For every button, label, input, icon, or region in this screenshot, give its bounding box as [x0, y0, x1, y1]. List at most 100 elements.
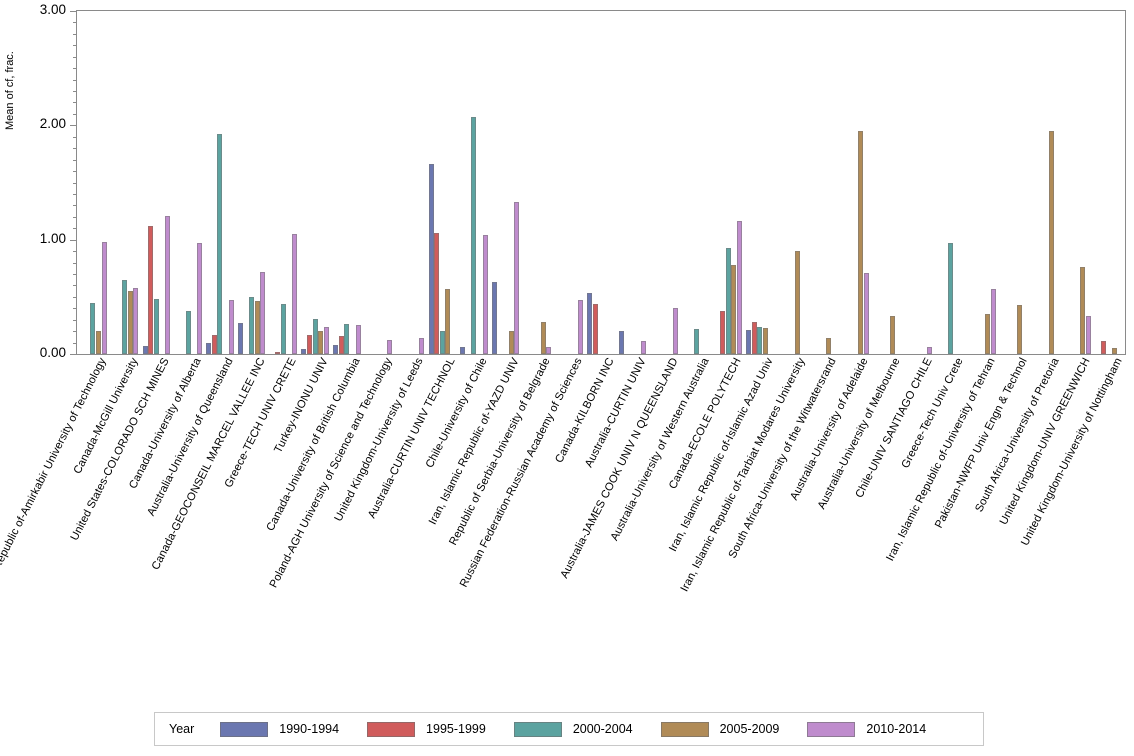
bar	[101, 241, 107, 354]
y-tick-label: 1.00	[39, 230, 66, 246]
y-tick-minor	[73, 296, 77, 298]
bar	[514, 201, 520, 354]
bar	[301, 349, 307, 354]
legend-label: 2000-2004	[572, 722, 633, 736]
legend-item[interactable]: 1995-1999	[367, 721, 486, 737]
bar	[387, 340, 393, 354]
bar	[434, 232, 440, 354]
y-tick-minor	[73, 308, 77, 310]
bar	[445, 288, 451, 354]
bar	[927, 347, 933, 354]
bar	[863, 272, 869, 354]
y-tick-minor	[73, 216, 77, 218]
legend-item[interactable]: 2000-2004	[513, 721, 633, 737]
bar	[127, 291, 133, 354]
y-tick-minor	[73, 193, 77, 195]
bar	[1080, 267, 1086, 354]
bar	[1086, 316, 1092, 354]
bar	[460, 347, 466, 354]
x-tick-label: Russian Federation-Russian Academy of Sc…	[458, 356, 585, 590]
bar	[249, 296, 255, 354]
legend-swatch	[367, 721, 416, 737]
legend-swatch	[220, 721, 269, 737]
bar	[482, 235, 488, 354]
bar	[217, 134, 223, 354]
x-tick-label: Poland-AGH University of Science and Tec…	[267, 356, 395, 590]
bar	[757, 326, 763, 354]
y-tick-minor	[73, 331, 77, 333]
bar	[1101, 341, 1107, 354]
bar	[211, 334, 217, 354]
bar	[355, 325, 361, 354]
bar	[508, 331, 514, 354]
bar	[492, 281, 498, 354]
x-axis-category-labels: Iran, Islamic Republic of-Amirkabir Univ…	[0, 356, 1126, 686]
legend-label: 1990-1994	[279, 722, 340, 736]
bar	[333, 344, 339, 354]
bar	[540, 322, 546, 354]
y-tick-minor	[73, 22, 77, 24]
bar	[307, 334, 313, 354]
bar	[731, 264, 737, 354]
bar	[889, 316, 895, 354]
bar	[228, 300, 234, 354]
bar	[990, 288, 996, 354]
bar	[751, 322, 757, 354]
bar	[419, 338, 425, 354]
legend-item[interactable]: 2010-2014	[807, 721, 926, 737]
bars-layer	[77, 11, 1125, 354]
bar	[439, 331, 445, 354]
y-tick-label: 0.00	[39, 345, 66, 360]
bar	[165, 215, 171, 354]
bar	[673, 308, 679, 354]
legend-item[interactable]: 1990-1994	[220, 721, 340, 737]
y-tick-minor	[73, 33, 77, 35]
y-tick-minor	[73, 251, 77, 253]
legend: Year 1990-1994 1995-1999 2000-2004 2005-200…	[154, 712, 984, 746]
x-tick-label: Canada-KILBORN INC	[553, 356, 617, 465]
legend-swatch	[513, 721, 562, 737]
plot-area	[70, 10, 1126, 355]
x-tick-label: Chile-University of Chile	[423, 356, 490, 471]
bar	[592, 303, 598, 354]
bar	[338, 335, 344, 354]
bar	[206, 342, 212, 354]
bar	[577, 300, 583, 354]
x-tick-label: Greece-Tech Univ Crete	[899, 356, 967, 471]
legend-label: 1995-1999	[426, 722, 486, 736]
bar	[725, 247, 731, 354]
x-tick-label: Australia-JAMES COOK UNIV N QUEENSLAND	[557, 356, 681, 581]
x-tick-label: Iran, Islamic Republic of-Tarbiat Modare…	[678, 356, 808, 594]
bar	[318, 331, 324, 354]
y-tick-minor	[73, 45, 77, 47]
y-tick-minor	[73, 319, 77, 321]
bar	[95, 331, 101, 354]
bar	[280, 303, 286, 354]
bar	[148, 225, 154, 354]
y-tick-minor	[73, 285, 77, 287]
legend-swatch	[660, 721, 709, 737]
bar	[947, 243, 953, 354]
y-tick-major	[70, 239, 77, 241]
y-tick-major	[70, 125, 77, 127]
bar	[619, 331, 625, 354]
y-axis-title: Mean of cf, frac.	[4, 51, 16, 130]
bar	[794, 251, 800, 354]
bar	[153, 299, 159, 354]
y-tick-minor	[73, 205, 77, 207]
y-tick-label: 3.00	[39, 2, 66, 17]
y-tick-major	[70, 11, 77, 12]
bar	[641, 341, 647, 354]
bar	[185, 310, 191, 354]
y-tick-label: 2.00	[39, 116, 66, 132]
bar	[254, 301, 260, 354]
bar	[344, 324, 350, 354]
y-tick-minor	[73, 171, 77, 173]
bar	[275, 352, 281, 354]
y-tick-major	[70, 354, 77, 355]
bar	[122, 279, 128, 354]
legend-item[interactable]: 2005-2009	[660, 721, 779, 737]
bar	[196, 243, 202, 354]
bar	[719, 310, 725, 354]
